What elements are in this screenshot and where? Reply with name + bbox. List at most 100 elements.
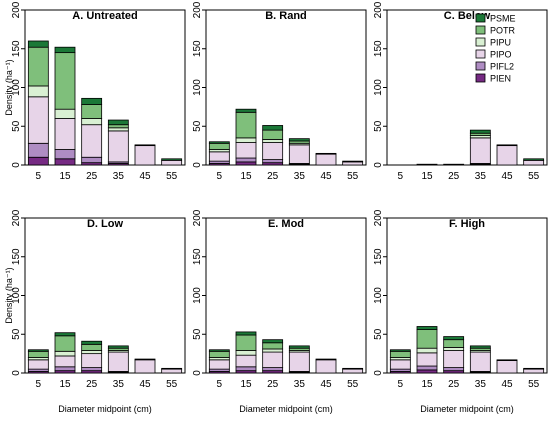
panel-a-untreated-bar-psme-15 (54, 46, 76, 54)
panel-e-mod-bar-psme-45 (315, 358, 337, 361)
panel-f-high-bar-psme-55 (523, 367, 545, 370)
panel-d-low-bar-psme-55 (161, 367, 183, 370)
panel-e-mod-bar-psme-35 (288, 345, 310, 349)
panel-f-high-xtick-label: 55 (528, 379, 540, 390)
panel-a-untreated-frame (24, 9, 186, 166)
panel-f-high-xlabel: Diameter midpoint (cm) (420, 404, 514, 414)
panel-b-rand-bar-pipo-55 (342, 161, 364, 166)
legend-label-pien: PIEN (490, 74, 511, 84)
panel-f-high-bar-psme-25 (443, 336, 465, 341)
panel-f-high-bar-pipu-15 (416, 347, 438, 354)
panel-b-rand-bar-potr-15 (235, 111, 257, 139)
panel-e-mod-bar-pipu-25 (262, 348, 284, 353)
panel-f-high-bar-psme-15 (416, 326, 438, 330)
panel-d-low-xtick-label: 35 (113, 379, 125, 390)
panel-a-untreated-bar-potr-5 (27, 46, 49, 87)
panel-f-high-xtick-label: 15 (421, 379, 433, 390)
panel-e-mod-xtick-label: 35 (294, 379, 306, 390)
panel-b-rand-xtick-label: 25 (267, 171, 279, 182)
panel-c-below-xtick-label: 25 (448, 171, 460, 182)
panel-d-low-bar-potr-25 (81, 343, 103, 351)
panel-a-untreated-bar-pipo-5 (27, 96, 49, 144)
panel-f-high-xtick-label: 5 (398, 379, 404, 390)
panel-d-low-title: D. Low (87, 218, 123, 230)
panel-e-mod-bar-potr-25 (262, 342, 284, 350)
panel-f-high-bar-psme-35 (469, 345, 491, 349)
legend-swatch-potr (475, 25, 486, 35)
panel-a-untreated-bar-pipu-25 (81, 118, 103, 126)
panel-b-rand-xtick-label: 45 (320, 171, 332, 182)
panel-f-high-ytick-label: 100 (373, 287, 384, 304)
panel-d-low-bar-pifl2-15 (54, 366, 76, 372)
panel-a-untreated-bar-pipu-15 (54, 108, 76, 119)
panel-b-rand-bar-pien-15 (235, 161, 257, 166)
panel-e-mod-ytick-label: 200 (192, 209, 203, 226)
panel-e-mod-bar-psme-25 (262, 339, 284, 344)
panel-b-rand-bar-pipo-25 (262, 142, 284, 160)
panel-c-below-xtick-label: 15 (421, 171, 433, 182)
panel-a-untreated-title: A. Untreated (72, 10, 137, 22)
panel-d-low-bar-pipo-15 (54, 355, 76, 368)
panel-a-untreated-bar-pifl2-15 (54, 149, 76, 160)
panel-a-untreated-bar-pipo-45 (134, 145, 156, 166)
panel-a-untreated-bar-pipo-15 (54, 118, 76, 150)
panel-d-low-bar-pipu-15 (54, 350, 76, 357)
panel-d-low-frame (24, 217, 186, 374)
panel-c-below-bar-psme-35 (469, 129, 491, 134)
panel-b-rand-bar-psme-55 (342, 160, 364, 163)
panel-b-rand-xtick-label: 15 (240, 171, 252, 182)
panel-a-untreated-xtick-label: 25 (86, 171, 98, 182)
panel-e-mod-title: E. Mod (268, 218, 304, 230)
panel-e-mod-bar-potr-5 (208, 350, 230, 358)
panel-e-mod-xtick-label: 55 (347, 379, 359, 390)
panel-f-high-ytick-label: 0 (373, 370, 384, 376)
panel-d-low-bar-pipo-5 (27, 359, 49, 370)
panel-b-rand-bar-potr-5 (208, 142, 230, 150)
panel-a-untreated-xtick-label: 15 (59, 171, 71, 182)
panel-a-untreated-bar-pipo-25 (81, 124, 103, 158)
legend-label-pipu: PIPU (490, 38, 511, 48)
panel-e-mod-xlabel: Diameter midpoint (cm) (239, 404, 333, 414)
panel-a-untreated-bar-psme-55 (161, 158, 183, 161)
legend-label-psme: PSME (490, 14, 516, 24)
panel-c-below-bar-pipo-25 (443, 163, 465, 166)
panel-d-low-bar-pipo-45 (134, 359, 156, 374)
panel-b-rand-bar-pipu-15 (235, 137, 257, 143)
panel-d-low-ytick-label: 150 (11, 248, 22, 265)
panel-d-low-bar-pifl2-25 (81, 367, 103, 372)
panel-e-mod-xtick-label: 25 (267, 379, 279, 390)
panel-f-high-ytick-label: 150 (373, 248, 384, 265)
panel-e-mod-frame (205, 217, 367, 374)
panel-d-low-bar-potr-15 (54, 335, 76, 352)
panel-d-low-ytick-label: 100 (11, 287, 22, 304)
legend-swatch-pien (475, 73, 486, 83)
panel-d-low-xtick-label: 15 (59, 379, 71, 390)
panel-a-untreated-ytick-label: 150 (11, 40, 22, 57)
panel-b-rand-bar-psme-25 (262, 125, 284, 131)
panel-d-low-ytick-label: 50 (11, 328, 22, 340)
panel-e-mod-xtick-label: 5 (217, 379, 223, 390)
panel-d-low-ytick-label: 200 (11, 209, 22, 226)
panel-e-mod-bar-pipo-55 (342, 368, 364, 374)
panel-d-low-bar-psme-25 (81, 340, 103, 345)
panel-f-high-xtick-label: 45 (501, 379, 513, 390)
panel-d-low-ytick-label: 0 (11, 370, 22, 376)
panel-e-mod-ytick-label: 0 (192, 370, 203, 376)
panel-e-mod-bar-psme-5 (208, 349, 230, 352)
panel-e-mod-bar-pipo-15 (235, 354, 257, 368)
panel-b-rand-xtick-label: 55 (347, 171, 359, 182)
panel-d-low-bar-pipo-35 (107, 351, 129, 372)
panel-a-untreated-bar-pipo-55 (161, 159, 183, 166)
panel-b-rand-bar-pifl2-15 (235, 157, 257, 163)
panel-f-high-bar-pipo-25 (443, 350, 465, 368)
panel-a-untreated-bar-psme-5 (27, 40, 49, 48)
panel-a-untreated-ytick-label: 100 (11, 79, 22, 96)
panel-a-untreated-xtick-label: 5 (36, 171, 42, 182)
panel-f-high-ytick-label: 50 (373, 328, 384, 340)
panel-d-low-bar-pipo-55 (161, 368, 183, 374)
panel-b-rand-xtick-label: 35 (294, 171, 306, 182)
panel-f-high-bar-pipo-45 (496, 360, 518, 374)
panel-e-mod-bar-pipo-25 (262, 351, 284, 368)
panel-f-high-bar-pien-15 (416, 369, 438, 374)
